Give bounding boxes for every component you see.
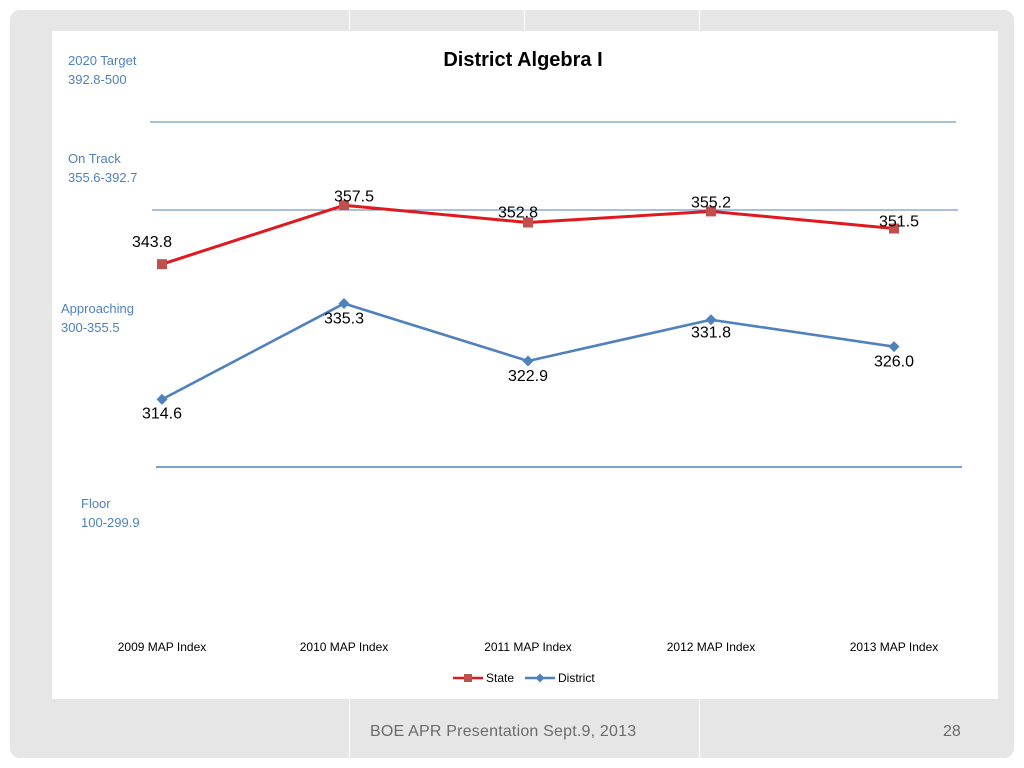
state-marker xyxy=(706,206,716,217)
x-tick-label: 2011 MAP Index xyxy=(484,640,572,654)
legend-label: State xyxy=(486,671,514,685)
band-label: Approaching xyxy=(61,301,134,316)
frame-divider xyxy=(699,10,700,31)
band-label: On Track xyxy=(68,151,121,166)
data-label: 335.3 xyxy=(324,311,364,328)
band-label: Floor xyxy=(81,496,111,511)
series-line-district xyxy=(161,302,895,401)
state-marker xyxy=(339,200,349,211)
data-label: 355.2 xyxy=(691,194,731,211)
data-label: 357.5 xyxy=(334,188,374,205)
state-marker xyxy=(157,259,167,270)
district-marker xyxy=(338,298,350,310)
band-label: 2020 Target xyxy=(68,53,137,68)
data-label: 352.8 xyxy=(498,205,538,222)
data-label: 314.6 xyxy=(142,405,182,422)
district-marker xyxy=(888,341,900,353)
data-label: 322.9 xyxy=(508,368,548,385)
district-marker xyxy=(156,393,168,405)
footer-text: BOE APR Presentation Sept.9, 2013 xyxy=(370,723,637,740)
line-chart: District Algebra I 2020 Target 392.8-500 O… xyxy=(61,49,962,685)
frame-divider xyxy=(699,699,700,758)
page-number: 28 xyxy=(943,723,961,740)
band-range: 300-355.5 xyxy=(61,320,120,335)
frame-divider xyxy=(349,699,350,758)
x-tick-label: 2012 MAP Index xyxy=(667,640,756,654)
legend-marker xyxy=(535,673,545,683)
chart-panel: District Algebra I 2020 Target 392.8-500 O… xyxy=(52,31,998,699)
district-marker xyxy=(705,314,717,326)
band-range: 392.8-500 xyxy=(68,72,127,87)
district-marker xyxy=(522,355,534,367)
data-label: 331.8 xyxy=(691,325,731,342)
band-range: 100-299.9 xyxy=(81,515,140,530)
data-label: 326.0 xyxy=(874,354,914,371)
band-range: 355.6-392.7 xyxy=(68,170,137,185)
frame-divider xyxy=(349,10,350,31)
x-tick-label: 2009 MAP Index xyxy=(118,640,207,654)
x-tick-label: 2013 MAP Index xyxy=(850,640,939,654)
data-label: 343.8 xyxy=(132,234,172,251)
legend-marker xyxy=(464,674,472,682)
data-label: 351.5 xyxy=(879,214,919,231)
x-tick-label: 2010 MAP Index xyxy=(300,640,389,654)
chart-title: District Algebra I xyxy=(443,49,602,71)
state-marker xyxy=(523,217,533,228)
legend-label: District xyxy=(558,671,595,685)
frame-divider xyxy=(524,10,525,31)
state-marker xyxy=(889,223,899,234)
